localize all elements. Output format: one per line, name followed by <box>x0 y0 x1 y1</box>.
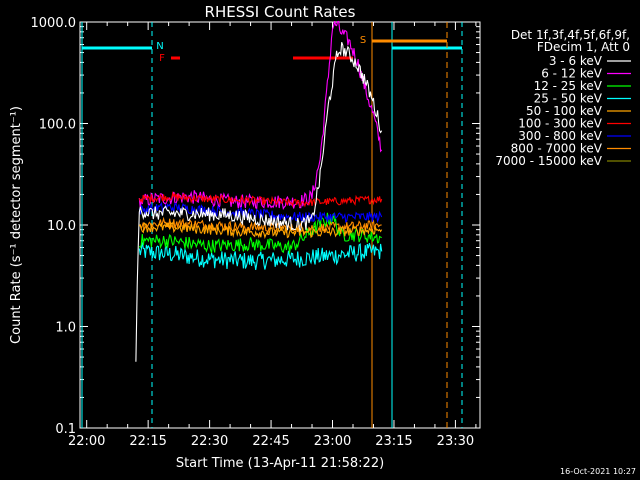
legend-header-1: Det 1f,3f,4f,5f,6f,9f, <box>511 28 630 42</box>
legend-label: 6 - 12 keV <box>541 67 603 81</box>
y-tick-label: 100.0 <box>39 118 76 133</box>
annotation-label: N <box>156 41 163 52</box>
x-tick-label: 22:45 <box>252 434 289 449</box>
legend-label: 25 - 50 keV <box>534 92 603 106</box>
legend-label: 800 - 7000 keV <box>511 142 603 156</box>
series-line-25-50-kev <box>138 242 383 270</box>
series-line-100-300-kev <box>138 190 383 208</box>
legend-label: 12 - 25 keV <box>534 79 603 93</box>
x-tick-label: 22:30 <box>191 434 228 449</box>
axis-layer: 22:00 22:15 22:30 22:45 23:00 23:15 23:30 0.1 1.… <box>31 16 480 449</box>
timestamp: 16-Oct-2021 10:27 <box>560 467 636 476</box>
x-tick-label: 23:00 <box>314 434 351 449</box>
series-line-50-100-kev <box>138 221 383 240</box>
legend-label: 100 - 300 keV <box>518 117 602 131</box>
series-line-3-6-kev <box>135 42 383 362</box>
y-tick-label: 10.0 <box>47 219 76 234</box>
legend-header-2: FDecim 1, Att 0 <box>537 40 630 54</box>
annotation-layer: NF S <box>81 22 463 428</box>
annotation-label: F <box>159 53 165 64</box>
x-tick-label: 22:15 <box>129 434 166 449</box>
legend-label: 300 - 800 keV <box>518 129 602 143</box>
x-tick-label: 23:15 <box>375 434 412 449</box>
series-layer <box>135 20 383 362</box>
y-tick-label: 1.0 <box>55 321 76 336</box>
chart-title: RHESSI Count Rates <box>205 3 356 21</box>
y-tick-label: 0.1 <box>55 422 76 437</box>
y-axis-label: Count Rate (s⁻¹ detector segment⁻¹) <box>9 106 24 344</box>
legend: Det 1f,3f,4f,5f,6f,9f, FDecim 1, Att 0 3… <box>495 28 631 168</box>
x-axis-label: Start Time (13-Apr-11 21:58:22) <box>176 456 384 471</box>
annotation-label: S <box>360 35 366 46</box>
x-tick-label: 22:00 <box>68 434 105 449</box>
legend-label: 50 - 100 keV <box>526 104 603 118</box>
y-tick-label: 1000.0 <box>31 16 77 31</box>
legend-label: 7000 - 15000 keV <box>495 154 602 168</box>
x-tick-label: 23:30 <box>437 434 474 449</box>
legend-label: 3 - 6 keV <box>549 54 603 68</box>
series-line-300-800-kev <box>138 201 383 224</box>
